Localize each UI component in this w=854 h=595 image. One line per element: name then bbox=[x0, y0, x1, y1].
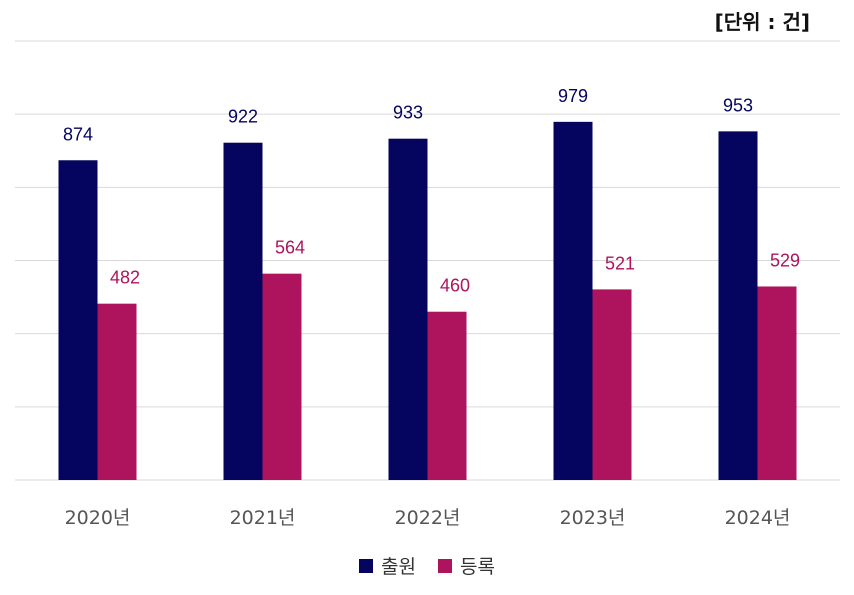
data-label: 564 bbox=[275, 238, 305, 258]
data-label: 521 bbox=[605, 253, 635, 273]
bar bbox=[97, 303, 137, 480]
data-label: 979 bbox=[558, 86, 588, 106]
x-tick-label: 2020년 bbox=[65, 507, 131, 529]
bar bbox=[553, 121, 593, 480]
legend-label-series2: 등록 bbox=[460, 556, 495, 578]
data-label: 874 bbox=[63, 124, 93, 144]
bar bbox=[757, 286, 797, 480]
legend-swatch-series1 bbox=[359, 558, 374, 573]
bar bbox=[388, 138, 428, 481]
legend-swatch-series2 bbox=[438, 558, 452, 573]
x-tick-label: 2022년 bbox=[395, 507, 461, 529]
bar bbox=[427, 311, 467, 480]
unit-label: [단위 : 건] bbox=[714, 10, 810, 34]
legend-item-series1: 출원 bbox=[359, 552, 416, 579]
bar bbox=[223, 142, 263, 480]
x-tick-label: 2021년 bbox=[230, 507, 296, 529]
data-label: 953 bbox=[723, 95, 753, 115]
x-tick-label: 2023년 bbox=[560, 507, 626, 529]
bar bbox=[262, 273, 302, 480]
x-tick-label: 2024년 bbox=[725, 507, 791, 529]
legend-label-series1: 출원 bbox=[381, 556, 416, 578]
bar bbox=[58, 160, 98, 481]
data-label: 529 bbox=[770, 250, 800, 270]
legend-item-series2: 등록 bbox=[438, 552, 495, 579]
bar bbox=[718, 131, 758, 480]
data-label: 933 bbox=[393, 103, 423, 123]
data-label: 482 bbox=[110, 268, 140, 288]
bar bbox=[592, 289, 632, 480]
data-label: 460 bbox=[440, 276, 470, 296]
data-label: 922 bbox=[228, 107, 258, 127]
legend: 출원 등록 bbox=[0, 552, 854, 579]
